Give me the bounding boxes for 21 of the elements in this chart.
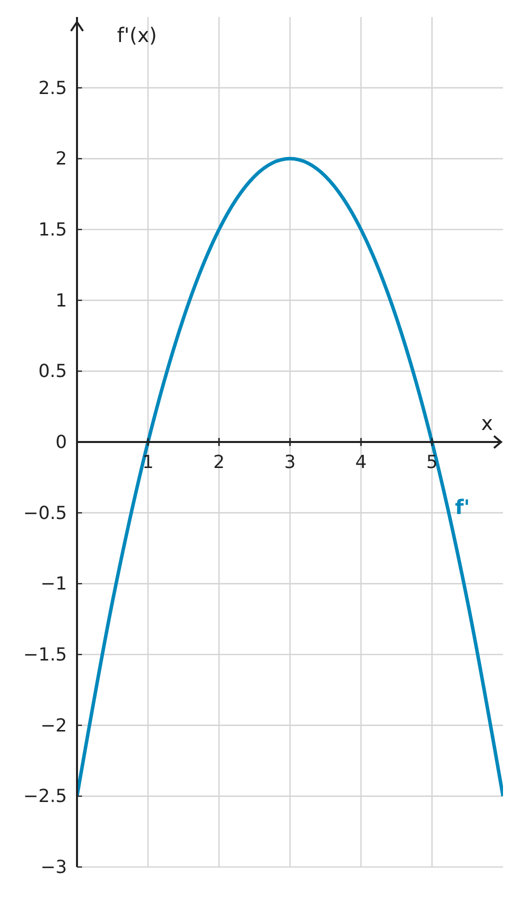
x-axis-title: x (481, 411, 494, 435)
y-tick-label: −2.5 (23, 786, 67, 808)
y-tick-label: 1.5 (38, 220, 67, 240)
y-tick-label: −2 (40, 715, 67, 736)
y-tick-label: 1 (56, 290, 67, 312)
y-tick-label: 2 (56, 148, 67, 170)
y-tick-label: 2.5 (38, 78, 67, 99)
y-axis-title: f'(x) (117, 23, 157, 47)
y-tick-label: −3 (40, 857, 67, 878)
y-tick-label: −1.5 (23, 644, 67, 666)
x-tick-label: 4 (355, 452, 367, 473)
y-tick-label: −1 (40, 574, 67, 595)
x-tick-label: 3 (284, 452, 296, 473)
series-label: f' (455, 495, 470, 519)
x-tick-label: 2 (213, 452, 225, 473)
y-tick-label: −0.5 (23, 502, 67, 524)
line-series (77, 156, 503, 798)
x-tick-label: 1 (142, 452, 154, 473)
y-tick-label: 0.5 (38, 361, 67, 382)
y-tick-label: 0 (56, 432, 67, 453)
x-tick-label: 5 (426, 452, 438, 473)
